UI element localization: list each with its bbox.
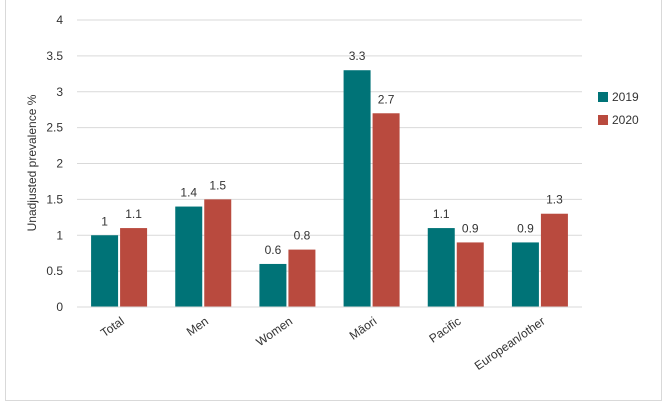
data-label: 1.1 <box>125 207 142 221</box>
bar-2019-5 <box>511 242 539 307</box>
x-tick-label: Men <box>184 314 211 339</box>
y-tick-label: 3.5 <box>46 49 63 63</box>
data-label: 0.9 <box>462 221 479 235</box>
x-tick-label: Māori <box>347 314 380 343</box>
data-label: 1.5 <box>209 178 226 192</box>
legend-swatch <box>598 92 608 102</box>
y-tick-label: 0.5 <box>46 264 63 278</box>
bar-2019-4 <box>427 228 455 307</box>
bar-2019-1 <box>175 206 203 307</box>
chart-frame <box>5 0 662 401</box>
y-tick-label: 3 <box>56 85 63 99</box>
gridlines <box>77 19 582 272</box>
y-tick-label: 0 <box>56 300 63 314</box>
y-tick-label: 2.5 <box>46 121 63 135</box>
bar-2020-3 <box>372 113 400 308</box>
legend-label: 2019 <box>612 90 639 104</box>
y-axis-label: Unadjusted prevalence % <box>25 94 39 231</box>
y-tick-label: 2 <box>56 157 63 171</box>
x-tick-label: Total <box>98 314 127 340</box>
data-label: 1.1 <box>433 207 450 221</box>
data-label: 0.8 <box>294 229 311 243</box>
data-label: 2.7 <box>378 92 395 106</box>
x-tick-label: Pacific <box>426 314 463 346</box>
bar-2019-3 <box>343 70 371 307</box>
bar-2019-2 <box>259 263 287 307</box>
bar-2019-0 <box>91 235 119 307</box>
y-axis-ticks: 0 0.5 1 1.5 2 2.5 3 3.5 4 <box>46 13 63 314</box>
x-tick-label: European/other <box>472 314 548 373</box>
data-label: 3.3 <box>349 49 366 63</box>
y-tick-label: 1.5 <box>46 192 63 206</box>
x-tick-label: Women <box>253 314 295 349</box>
bar-2020-4 <box>456 242 484 307</box>
bar-2020-2 <box>288 249 316 307</box>
data-label: 1 <box>101 214 108 228</box>
legend-swatch <box>598 115 608 125</box>
y-tick-label: 4 <box>56 13 63 27</box>
bar-2020-0 <box>120 228 148 307</box>
data-label: 0.9 <box>517 221 534 235</box>
y-tick-label: 1 <box>56 228 63 242</box>
bar-2020-5 <box>540 213 568 307</box>
legend-label: 2020 <box>612 113 639 127</box>
data-label: 1.4 <box>180 186 197 200</box>
legend: 2019 2020 <box>598 90 639 127</box>
x-axis-ticks: Total Men Women Māori Pacific European/other <box>98 314 548 373</box>
data-label: 1.3 <box>546 193 563 207</box>
bar-2020-1 <box>204 199 232 307</box>
data-labels: 1 1.1 1.4 1.5 0.6 0.8 3.3 2.7 1.1 0.9 0.9 1.3 <box>101 49 563 257</box>
data-label: 0.6 <box>265 243 282 257</box>
bars <box>91 70 568 308</box>
